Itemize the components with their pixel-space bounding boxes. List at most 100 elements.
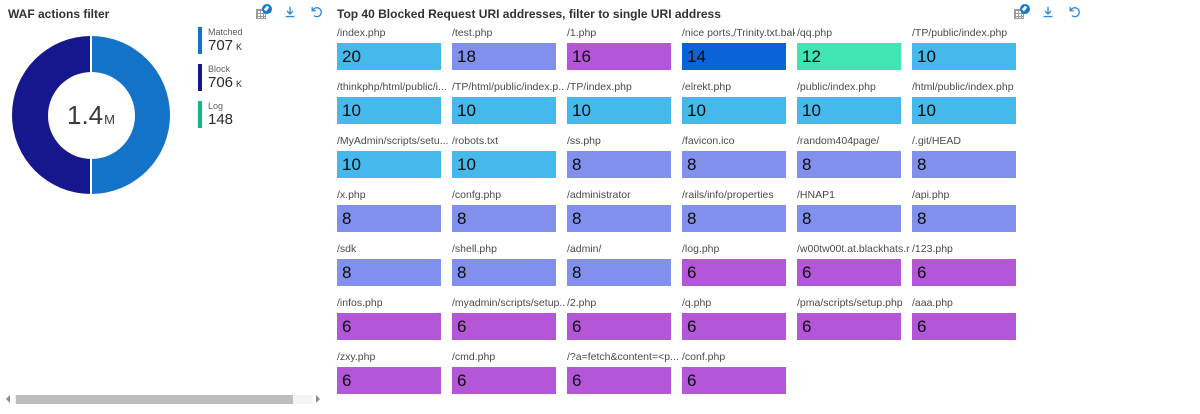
uri-tile[interactable]: /public/index.php 10 — [797, 81, 912, 135]
legend-item[interactable]: Log 148 — [198, 101, 243, 130]
scroll-left-arrow[interactable] — [6, 395, 10, 403]
uri-tile[interactable]: /admin/ 8 — [567, 243, 682, 297]
uri-tile[interactable]: /elrekt.php 10 — [682, 81, 797, 135]
uri-count: 6 — [682, 367, 786, 394]
download-icon[interactable] — [1040, 4, 1056, 20]
download-glyph — [285, 6, 295, 18]
uri-count: 8 — [797, 205, 901, 232]
uri-label: /HNAP1 — [797, 189, 835, 201]
uri-count: 6 — [682, 313, 786, 340]
uri-tile[interactable]: /nice ports,/Trinity.txt.bak 14 — [682, 27, 797, 81]
legend-item[interactable]: Block 706 K — [198, 64, 243, 93]
uri-tile[interactable]: /conf.php 6 — [682, 351, 797, 405]
left-panel-title: WAF actions filter — [8, 7, 110, 21]
uri-tile[interactable]: /x.php 8 — [337, 189, 452, 243]
uri-label: /123.php — [912, 243, 953, 255]
uri-label: /html/public/index.php — [912, 81, 1014, 93]
uri-tile[interactable]: /aaa.php 6 — [912, 297, 1027, 351]
uri-tile[interactable]: /favicon.ico 8 — [682, 135, 797, 189]
uri-tile[interactable]: /random404page/ 8 — [797, 135, 912, 189]
uri-label: /2.php — [567, 297, 597, 309]
donut-center: 1.4 M — [47, 71, 135, 159]
uri-label: /pma/scripts/setup.php — [797, 297, 903, 309]
uri-tile[interactable]: /index.php 20 — [337, 27, 452, 81]
uri-count: 8 — [337, 205, 441, 232]
uri-label: /q.php — [682, 297, 712, 309]
uri-label: /shell.php — [452, 243, 497, 255]
uri-label: /nice ports,/Trinity.txt.bak — [682, 27, 795, 39]
uri-tile[interactable]: /q.php 6 — [682, 297, 797, 351]
uri-tile[interactable]: /cmd.php 6 — [452, 351, 567, 405]
uri-tile[interactable]: /infos.php 6 — [337, 297, 452, 351]
uri-count: 8 — [567, 151, 671, 178]
uri-tile[interactable]: /rails/info/properties 8 — [682, 189, 797, 243]
uri-count: 8 — [567, 259, 671, 286]
uri-tile[interactable]: /test.php 18 — [452, 27, 567, 81]
pin-badge-glyph — [1020, 4, 1030, 14]
uri-label: /MyAdmin/scripts/setu... — [337, 135, 449, 147]
download-icon[interactable] — [282, 4, 298, 20]
uri-label: /aaa.php — [912, 297, 953, 309]
uri-tile[interactable]: /confg.php 8 — [452, 189, 567, 243]
legend-item[interactable]: Matched 707 K — [198, 27, 243, 56]
undo-glyph — [311, 7, 322, 18]
uri-tile[interactable]: /sdk 8 — [337, 243, 452, 297]
uri-tile[interactable]: /2.php 6 — [567, 297, 682, 351]
uri-label: /robots.txt — [452, 135, 499, 147]
donut-total-value: 1.4 — [67, 99, 104, 130]
uri-tile[interactable]: /shell.php 8 — [452, 243, 567, 297]
uri-tile[interactable]: /html/public/index.php 10 — [912, 81, 1027, 135]
pin-icon[interactable] — [256, 4, 272, 20]
uri-tile[interactable]: /123.php 6 — [912, 243, 1027, 297]
uri-count: 6 — [452, 367, 556, 394]
uri-tile[interactable]: /qq.php 12 — [797, 27, 912, 81]
uri-tile[interactable]: /.git/HEAD 8 — [912, 135, 1027, 189]
uri-tile[interactable]: /log.php 6 — [682, 243, 797, 297]
uri-tile[interactable]: /thinkphp/html/public/i... 10 — [337, 81, 452, 135]
uri-tile[interactable]: /w00tw00t.at.blackhats.r... 6 — [797, 243, 912, 297]
uri-tile-grid: /index.php 20 /test.php 18 /1.php 16 /ni… — [337, 27, 1027, 405]
horizontal-scrollbar[interactable] — [6, 393, 320, 405]
uri-tile[interactable]: /TP/html/public/index.p... 10 — [452, 81, 567, 135]
uri-tile[interactable]: /pma/scripts/setup.php 6 — [797, 297, 912, 351]
uri-count: 8 — [452, 205, 556, 232]
uri-tile[interactable]: /1.php 16 — [567, 27, 682, 81]
uri-label: /admin/ — [567, 243, 602, 255]
pin-icon[interactable] — [1014, 4, 1030, 20]
uri-count: 6 — [452, 313, 556, 340]
waf-actions-donut-chart[interactable]: 1.4 M — [12, 36, 170, 194]
uri-tile[interactable]: /zxy.php 6 — [337, 351, 452, 405]
uri-label: /ss.php — [567, 135, 601, 147]
uri-label: /myadmin/scripts/setup... — [452, 297, 565, 309]
uri-count: 8 — [567, 205, 671, 232]
uri-count: 16 — [567, 43, 671, 70]
uri-label: /thinkphp/html/public/i... — [337, 81, 447, 93]
uri-tile[interactable]: /HNAP1 8 — [797, 189, 912, 243]
uri-count: 6 — [912, 313, 1016, 340]
uri-tile[interactable]: /ss.php 8 — [567, 135, 682, 189]
uri-tile[interactable]: /administrator 8 — [567, 189, 682, 243]
uri-tile[interactable]: /TP/index.php 10 — [567, 81, 682, 135]
undo-icon[interactable] — [1066, 4, 1082, 20]
scrollbar-thumb[interactable] — [16, 394, 294, 404]
uri-label: /TP/index.php — [567, 81, 632, 93]
uri-tile[interactable]: /MyAdmin/scripts/setu... 10 — [337, 135, 452, 189]
scroll-right-arrow[interactable] — [316, 395, 320, 403]
uri-tile[interactable]: /?a=fetch&content=<p... 6 — [567, 351, 682, 405]
uri-count: 6 — [337, 313, 441, 340]
uri-label: /?a=fetch&content=<p... — [567, 351, 679, 363]
uri-label: /.git/HEAD — [912, 135, 962, 147]
uri-label: /test.php — [452, 27, 493, 39]
pin-grid-glyph — [1014, 9, 1024, 19]
uri-tile[interactable]: /robots.txt 10 — [452, 135, 567, 189]
undo-icon[interactable] — [308, 4, 324, 20]
uri-tile[interactable]: /api.php 8 — [912, 189, 1027, 243]
uri-count: 18 — [452, 43, 556, 70]
uri-tile[interactable]: /myadmin/scripts/setup... 6 — [452, 297, 567, 351]
uri-label: /api.php — [912, 189, 950, 201]
uri-label: /conf.php — [682, 351, 726, 363]
uri-tile[interactable]: /TP/public/index.php 10 — [912, 27, 1027, 81]
uri-count: 10 — [452, 97, 556, 124]
scrollbar-track[interactable] — [14, 394, 312, 404]
